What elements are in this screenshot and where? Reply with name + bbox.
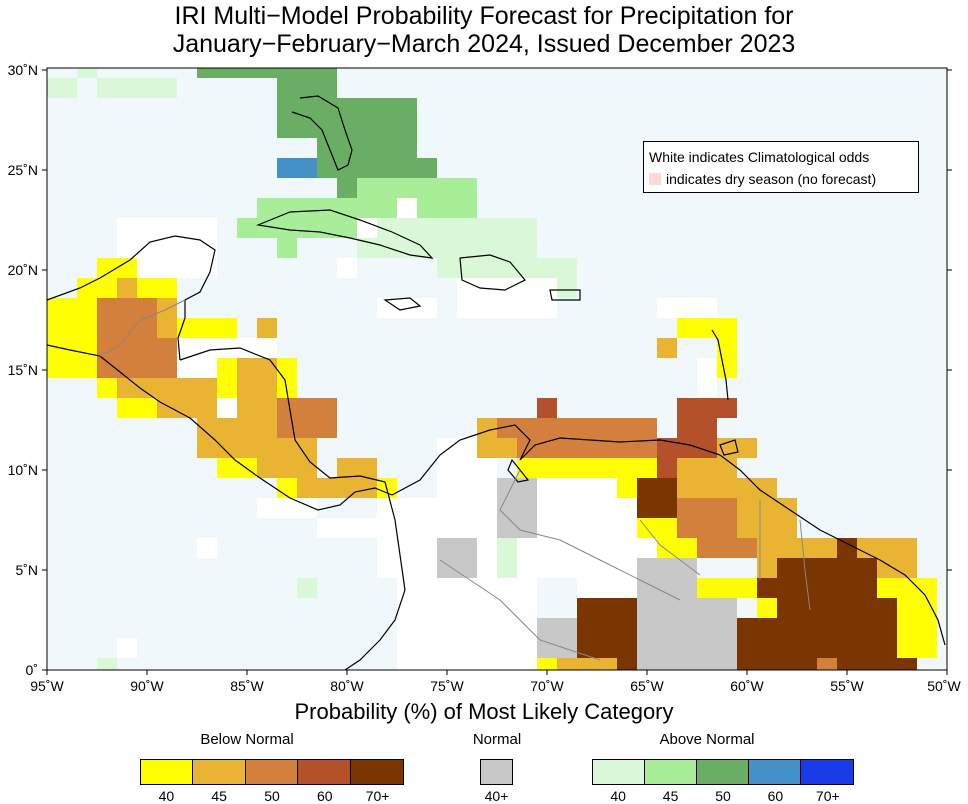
below-colorbar-tick: 45: [211, 788, 227, 804]
normal-colorbar: [480, 759, 513, 785]
above-normal-region-florida: [197, 68, 437, 198]
below-normal-region-central-america: [47, 258, 397, 498]
lon-label: 75˚W: [430, 678, 464, 694]
lat-label: 15˚N: [8, 362, 38, 378]
below-normal-colorbar: [140, 759, 404, 785]
map-title-line1: IRI Multi−Model Probability Forecast for…: [174, 2, 794, 30]
lon-label: 95˚W: [30, 678, 64, 694]
above-colorbar-cell: [645, 760, 697, 784]
below-colorbar-cell: [141, 760, 194, 784]
latitude-labels: 30˚N 25˚N 20˚N 15˚N 10˚N 5˚N 0˚: [8, 62, 38, 678]
longitude-labels: 95˚W 90˚W 85˚W 80˚W 75˚W 70˚W 65˚W 60˚W …: [30, 678, 961, 694]
above-colorbar-cell: [593, 760, 645, 784]
lat-label: 10˚N: [8, 462, 38, 478]
lat-label: 0˚: [26, 662, 38, 678]
dry-season-note: indicates dry season (no forecast): [666, 171, 877, 187]
below-normal-label: Below Normal: [200, 731, 294, 748]
lat-label: 20˚N: [8, 262, 38, 278]
below-colorbar-cell: [298, 760, 351, 784]
axis-ticks: [42, 69, 952, 675]
colorbar-title: Probability (%) of Most Likely Category: [294, 699, 674, 724]
lon-label: 70˚W: [530, 678, 564, 694]
country-borders: [99, 299, 811, 661]
map-frame: [46, 67, 948, 671]
normal-colorbar-tick: 40+: [484, 788, 509, 804]
below-colorbar-tick: 50: [264, 788, 280, 804]
lon-label: 60˚W: [730, 678, 764, 694]
lon-label: 90˚W: [130, 678, 164, 694]
lat-label: 25˚N: [8, 162, 38, 178]
below-colorbar-cell: [245, 760, 299, 784]
above-colorbar-tick: 50: [715, 788, 731, 804]
lon-label: 65˚W: [630, 678, 664, 694]
normal-label: Normal: [472, 731, 522, 748]
lon-label: 85˚W: [230, 678, 264, 694]
map-title-line2: January−February−March 2024, Issued Dece…: [172, 30, 796, 58]
normal-colorbar-cell: [481, 760, 512, 784]
lon-label: 50˚W: [927, 678, 961, 694]
below-colorbar-tick: 60: [317, 788, 333, 804]
above-colorbar-tick: 40: [610, 788, 626, 804]
above-normal-colorbar: [592, 759, 854, 785]
below-normal-region-south-america: [477, 318, 937, 670]
below-colorbar-cell: [193, 760, 246, 784]
below-colorbar-tick: 70+: [365, 788, 390, 804]
above-colorbar-cell: [801, 760, 853, 784]
above-colorbar-tick: 60: [767, 788, 784, 804]
above-colorbar-tick: 45: [662, 788, 679, 804]
lon-label: 55˚W: [830, 678, 864, 694]
lon-label: 80˚W: [330, 678, 364, 694]
below-colorbar-cell: [350, 760, 404, 784]
below-colorbar-tick: 40: [158, 788, 175, 804]
above-normal-label: Above Normal: [659, 731, 755, 748]
coastlines: [46, 95, 946, 671]
lat-label: 30˚N: [8, 62, 38, 78]
lat-label: 5˚N: [15, 562, 38, 578]
map-legend-note: White indicates Climatological odds indi…: [643, 141, 919, 193]
climatology-note: White indicates Climatological odds: [649, 149, 870, 165]
above-colorbar-cell: [749, 760, 801, 784]
above-colorbar-tick: 70+: [815, 788, 840, 804]
above-colorbar-cell: [697, 760, 749, 784]
dry-season-note-row: indicates dry season (no forecast): [649, 171, 876, 187]
dry-season-swatch: [649, 173, 661, 185]
